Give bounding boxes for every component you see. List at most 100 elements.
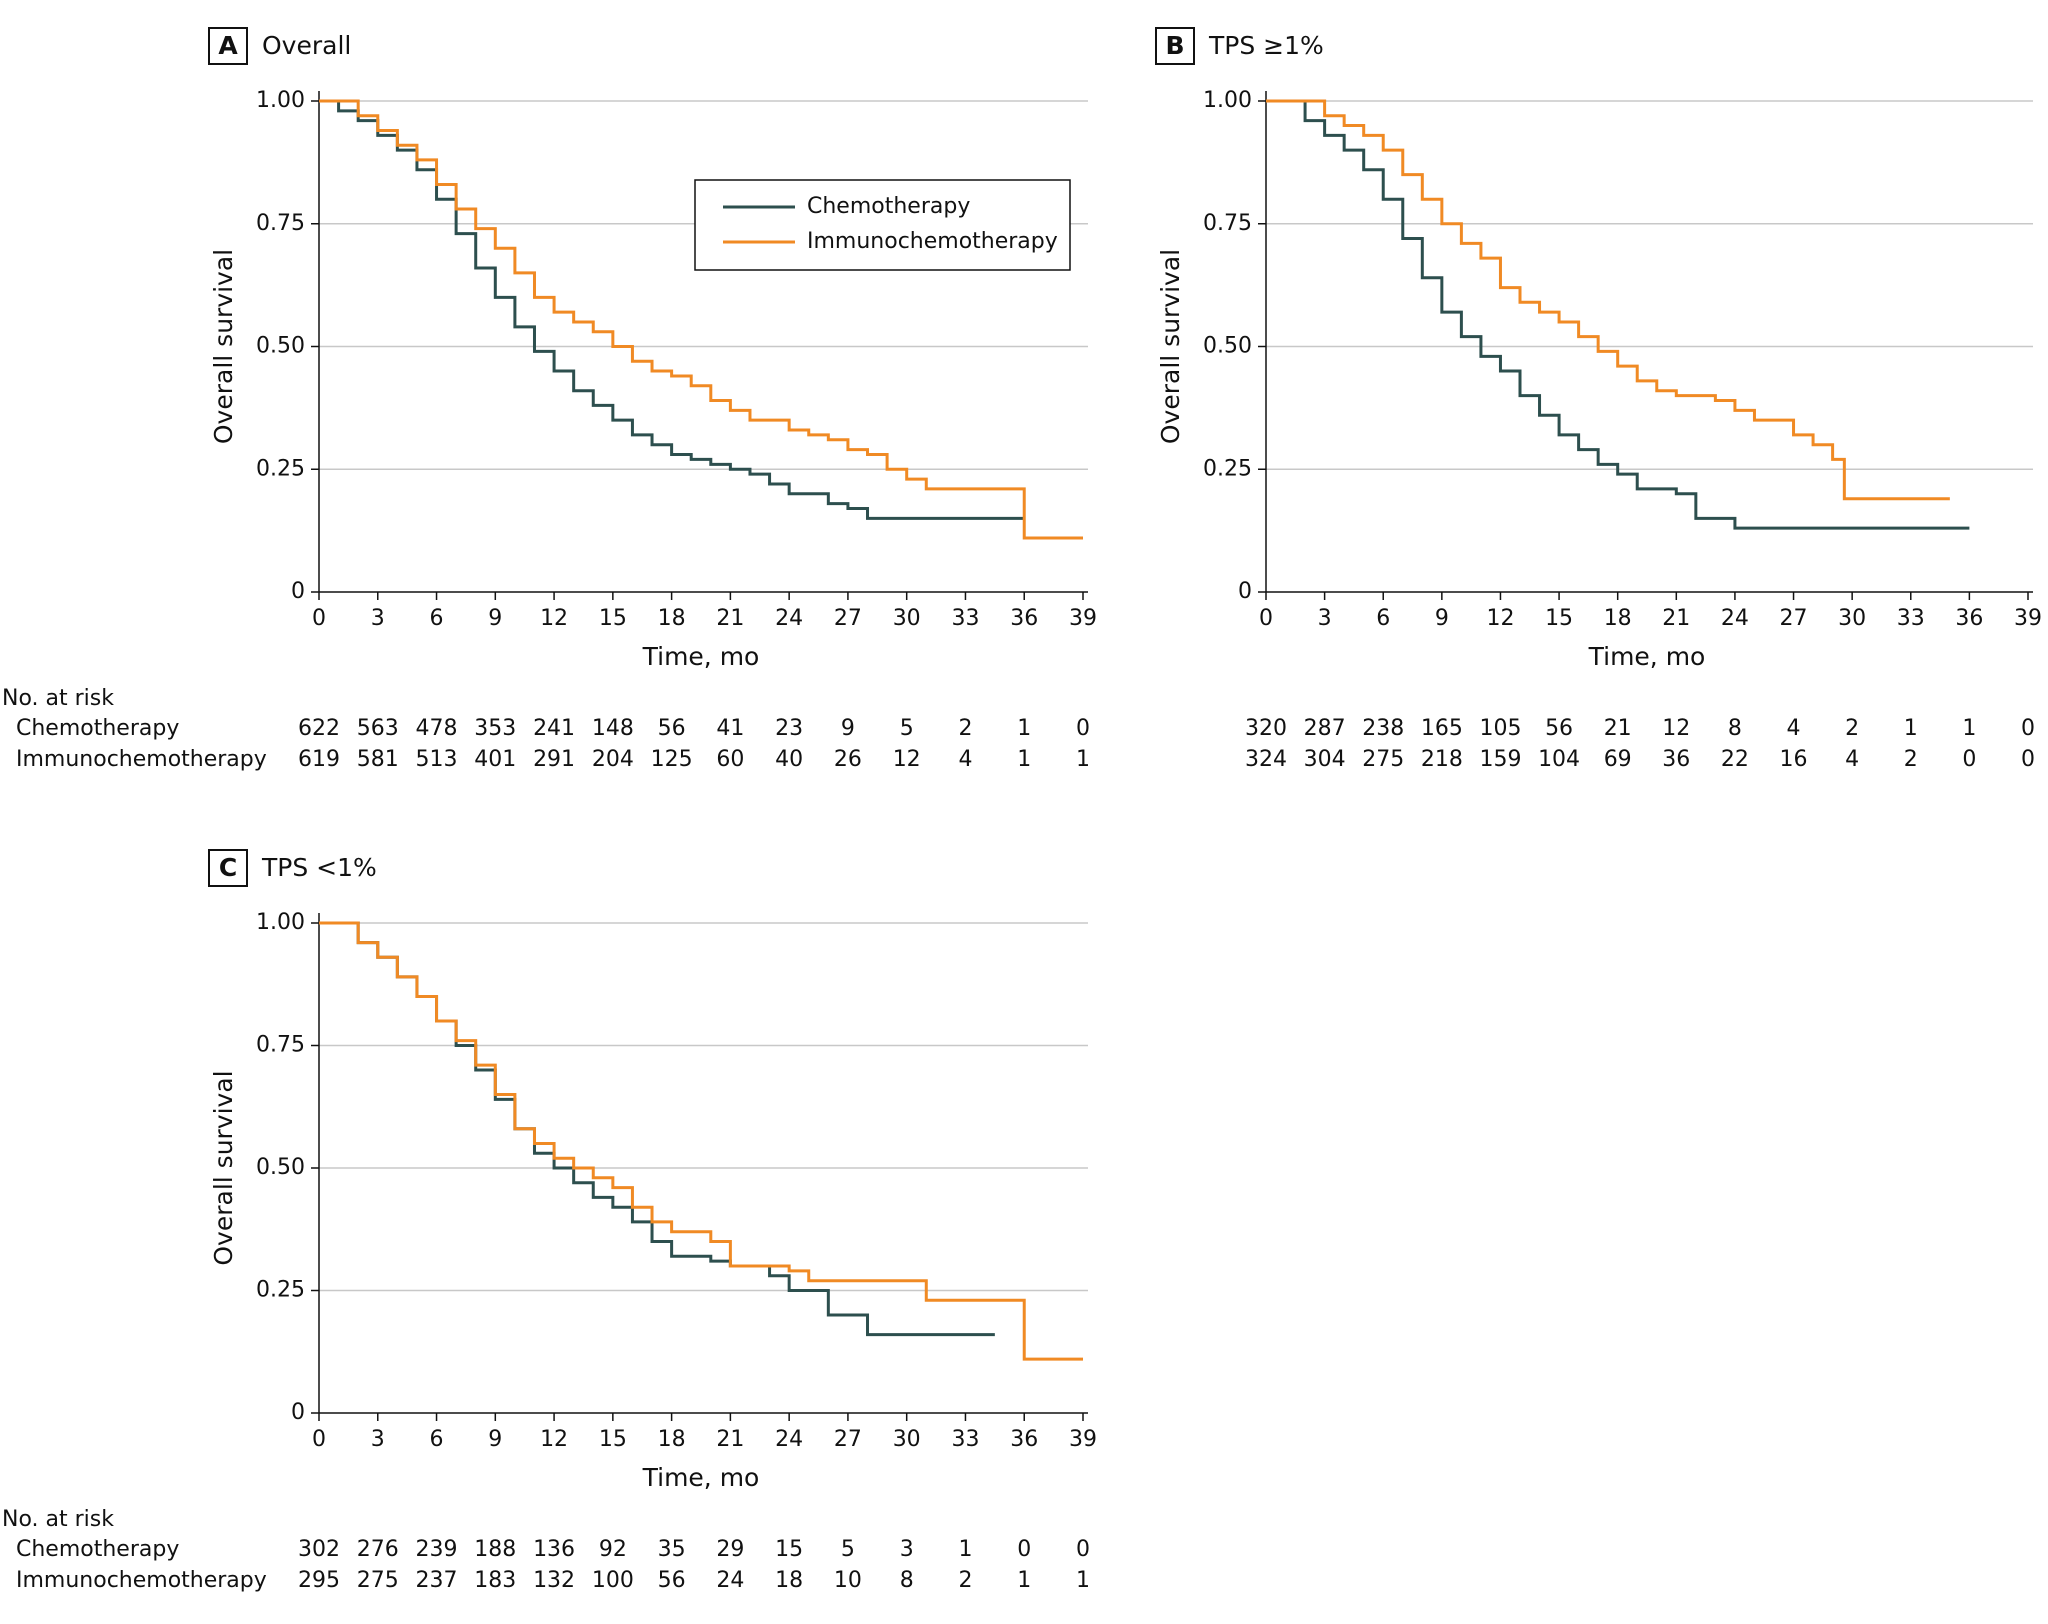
risk-count: 10 — [834, 1568, 862, 1593]
x-tick-label: 30 — [893, 606, 921, 631]
x-axis-label: Time, mo — [642, 1463, 760, 1492]
risk-count: 36 — [1662, 747, 1690, 772]
risk-count: 1 — [1962, 716, 1976, 741]
risk-count: 69 — [1604, 747, 1632, 772]
risk-count: 35 — [658, 1537, 686, 1562]
risk-count: 0 — [1962, 747, 1976, 772]
risk-count: 622 — [298, 716, 340, 741]
risk-count: 0 — [2021, 716, 2035, 741]
y-axis-label: Overall survival — [209, 1070, 238, 1265]
x-tick-label: 18 — [1604, 606, 1632, 631]
risk-count: 302 — [298, 1537, 340, 1562]
x-tick-label: 6 — [430, 1427, 444, 1452]
risk-count: 2 — [958, 716, 972, 741]
risk-count: 513 — [416, 747, 458, 772]
risk-count: 478 — [416, 716, 458, 741]
risk-count: 275 — [1362, 747, 1404, 772]
risk-count: 26 — [834, 747, 862, 772]
x-tick-label: 36 — [1010, 1427, 1038, 1452]
risk-count: 619 — [298, 747, 340, 772]
chart-title: TPS <1% — [261, 853, 377, 882]
survival-curve — [319, 99, 1083, 540]
survival-curve — [319, 921, 995, 1337]
risk-count: 29 — [716, 1537, 744, 1562]
risk-row-label: Chemotherapy — [16, 1537, 179, 1562]
x-tick-label: 33 — [1897, 606, 1925, 631]
risk-count: 563 — [357, 716, 399, 741]
x-tick-label: 9 — [488, 1427, 502, 1452]
x-tick-label: 30 — [893, 1427, 921, 1452]
y-tick-label: 1.00 — [256, 88, 305, 113]
x-tick-label: 24 — [775, 606, 803, 631]
x-tick-label: 21 — [1662, 606, 1690, 631]
y-tick-label: 0.25 — [256, 456, 305, 481]
y-tick-label: 0.75 — [1203, 211, 1252, 236]
risk-count: 5 — [900, 716, 914, 741]
risk-count: 0 — [1076, 716, 1090, 741]
y-tick-label: 0 — [291, 1400, 305, 1425]
risk-count: 5 — [841, 1537, 855, 1562]
y-tick-label: 0.25 — [256, 1278, 305, 1303]
x-tick-label: 21 — [716, 1427, 744, 1452]
x-tick-label: 0 — [1259, 606, 1273, 631]
risk-count: 1 — [1017, 716, 1031, 741]
risk-count: 204 — [592, 747, 634, 772]
risk-count: 22 — [1721, 747, 1749, 772]
risk-count: 92 — [599, 1537, 627, 1562]
risk-count: 1 — [958, 1537, 972, 1562]
risk-table-title: No. at risk — [2, 686, 114, 711]
risk-count: 148 — [592, 716, 634, 741]
y-tick-label: 0 — [291, 579, 305, 604]
x-tick-label: 6 — [1376, 606, 1390, 631]
risk-count: 159 — [1479, 747, 1521, 772]
risk-count: 1 — [1076, 747, 1090, 772]
risk-count: 56 — [658, 716, 686, 741]
risk-count: 1 — [1017, 1568, 1031, 1593]
y-tick-label: 0 — [1238, 579, 1252, 604]
panel-label: C — [219, 853, 237, 882]
y-tick-label: 1.00 — [1203, 88, 1252, 113]
panel-box — [208, 849, 248, 887]
risk-count: 2 — [1904, 747, 1918, 772]
x-tick-label: 21 — [716, 606, 744, 631]
risk-count: 353 — [474, 716, 516, 741]
risk-count: 4 — [958, 747, 972, 772]
risk-count: 40 — [775, 747, 803, 772]
x-tick-label: 27 — [834, 1427, 862, 1452]
risk-count: 1 — [1017, 747, 1031, 772]
y-tick-label: 0.25 — [1203, 456, 1252, 481]
survival-curve — [1266, 99, 1970, 530]
risk-count: 218 — [1421, 747, 1463, 772]
risk-count: 16 — [1780, 747, 1808, 772]
risk-count: 15 — [775, 1537, 803, 1562]
x-tick-label: 18 — [658, 606, 686, 631]
x-tick-label: 27 — [834, 606, 862, 631]
x-tick-label: 6 — [430, 606, 444, 631]
x-tick-label: 15 — [599, 1427, 627, 1452]
risk-count: 136 — [533, 1537, 575, 1562]
risk-count: 241 — [533, 716, 575, 741]
risk-row-label: Chemotherapy — [16, 716, 179, 741]
risk-count: 21 — [1604, 716, 1632, 741]
risk-count: 104 — [1538, 747, 1580, 772]
x-tick-label: 27 — [1780, 606, 1808, 631]
y-axis-label: Overall survival — [1156, 249, 1185, 444]
risk-count: 12 — [893, 747, 921, 772]
x-tick-label: 0 — [312, 1427, 326, 1452]
risk-count: 239 — [416, 1537, 458, 1562]
risk-row-label: Immunochemotherapy — [16, 747, 267, 772]
x-tick-label: 15 — [599, 606, 627, 631]
y-tick-label: 0.75 — [256, 211, 305, 236]
risk-count: 4 — [1845, 747, 1859, 772]
risk-count: 18 — [775, 1568, 803, 1593]
panel-label: B — [1165, 31, 1184, 60]
chart-title: Overall — [262, 31, 351, 60]
risk-count: 275 — [357, 1568, 399, 1593]
risk-count: 8 — [1728, 716, 1742, 741]
risk-count: 56 — [658, 1568, 686, 1593]
risk-count: 324 — [1245, 747, 1287, 772]
x-axis-label: Time, mo — [1588, 642, 1706, 671]
risk-count: 1 — [1904, 716, 1918, 741]
